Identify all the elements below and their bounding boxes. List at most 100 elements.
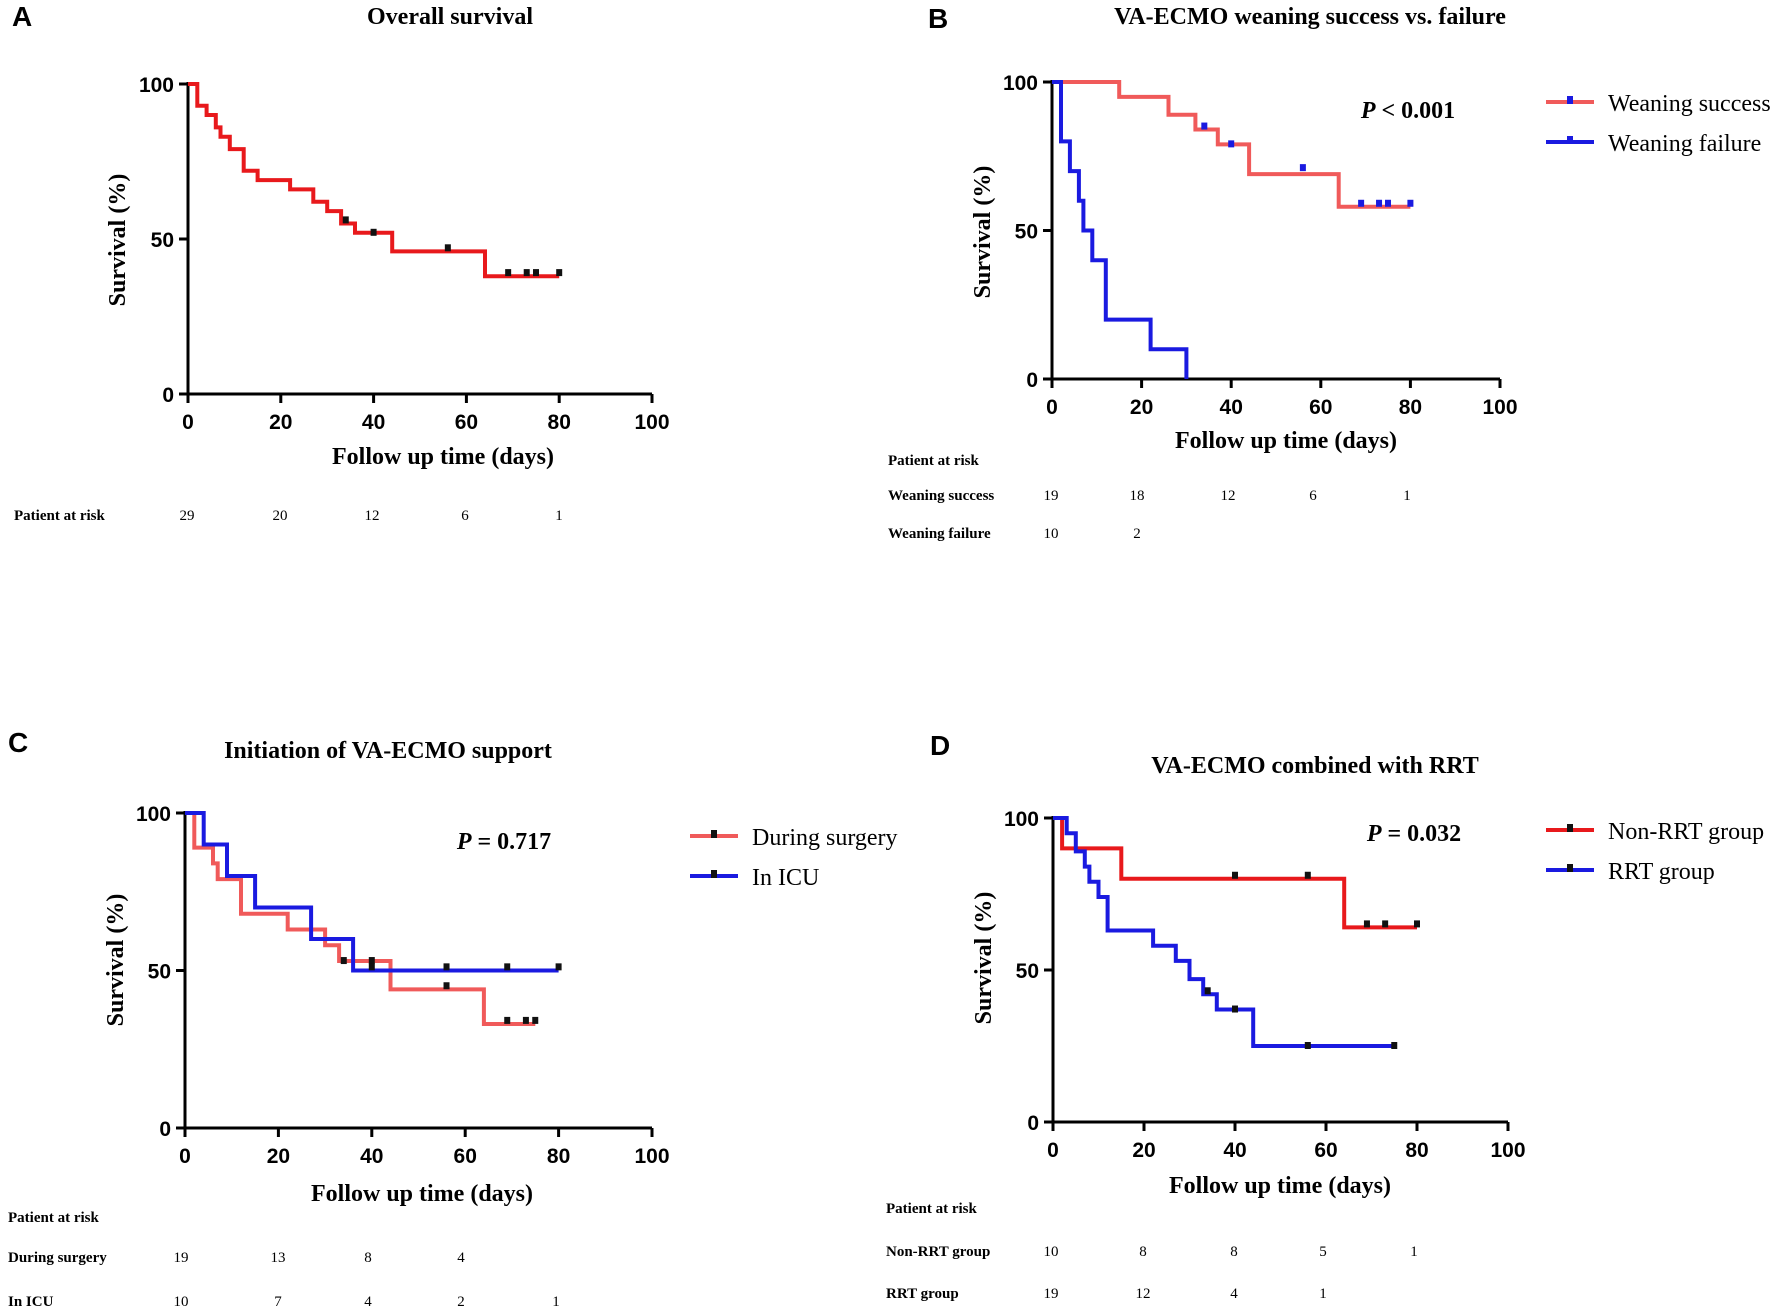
x-tick-label: 80 [547, 1145, 570, 1168]
survival-curve-1 [185, 811, 536, 1026]
legend-label: In ICU [752, 865, 819, 891]
risk-count: 4 [364, 1294, 372, 1310]
panel-letter: D [930, 730, 950, 761]
p-value-number: = 0.717 [471, 829, 551, 855]
censor-mark [1382, 920, 1389, 928]
risk-count: 20 [273, 508, 288, 524]
x-tick-label: 60 [455, 411, 478, 434]
legend-label: Weaning failure [1608, 131, 1761, 157]
survival-curve-1 [188, 82, 560, 279]
y-tick-label: 50 [151, 229, 174, 252]
legend-censor-mark [711, 870, 717, 878]
legend-label: RRT group [1608, 859, 1715, 885]
censor-mark [505, 269, 512, 277]
censor-mark [556, 269, 563, 277]
censor-mark [368, 963, 375, 971]
x-tick-label: 80 [548, 411, 571, 434]
x-tick-label: 60 [454, 1145, 477, 1168]
risk-count: 19 [1044, 488, 1059, 504]
survival-curve-2 [1052, 80, 1189, 379]
x-tick-label: 60 [1309, 396, 1332, 419]
risk-count: 18 [1130, 488, 1145, 504]
censor-mark [342, 216, 349, 224]
risk-row-label: During surgery [8, 1250, 107, 1266]
panel-d: D VA-ECMO combined with RRT 0 20 40 60 80 100 0 5… [886, 730, 1764, 1302]
y-tick-label: 0 [1026, 369, 1038, 392]
chart-title: Overall survival [367, 4, 533, 30]
censor-mark [532, 1016, 539, 1024]
risk-table-header: Patient at risk [888, 453, 979, 469]
y-axis-label: Survival (%) [970, 166, 996, 299]
panel-a: A Overall survival 0 20 40 60 80 100 0 50 100 Follo… [12, 1, 670, 524]
risk-count: 1 [552, 1294, 560, 1310]
censor-mark [504, 963, 511, 971]
censor-mark [1228, 140, 1235, 148]
legend-censor-mark [1567, 96, 1573, 104]
p-value-symbol: P [456, 829, 472, 855]
censor-mark [1376, 199, 1383, 207]
y-tick-label: 50 [148, 961, 171, 984]
survival-curve-2 [1053, 816, 1395, 1048]
censor-mark [1407, 199, 1414, 207]
y-tick-label: 100 [136, 803, 171, 826]
x-tick-label: 40 [1220, 396, 1243, 419]
risk-count: 6 [461, 508, 469, 524]
panel-letter: C [8, 727, 28, 758]
x-tick-label: 0 [179, 1145, 191, 1168]
risk-count: 8 [1230, 1244, 1238, 1260]
risk-table-header: Patient at risk [886, 1201, 977, 1217]
censor-mark [443, 963, 450, 971]
censor-mark [1414, 920, 1420, 928]
legend-label: Weaning success [1608, 91, 1771, 117]
p-value: P = 0.717 [456, 829, 551, 855]
risk-row-label: Weaning failure [888, 526, 991, 542]
censor-mark [1232, 1005, 1238, 1013]
y-axis-label: Survival (%) [103, 894, 129, 1027]
x-tick-label: 40 [360, 1145, 383, 1168]
censor-mark [368, 957, 375, 965]
x-tick-label: 20 [1132, 1139, 1155, 1162]
censor-mark [1363, 920, 1370, 928]
p-value-symbol: P [1360, 98, 1376, 124]
risk-count: 10 [174, 1294, 189, 1310]
censor-mark [370, 228, 377, 236]
y-tick-label: 50 [1015, 221, 1038, 244]
p-value-number: = 0.032 [1381, 821, 1461, 847]
y-tick-label: 100 [1004, 808, 1039, 831]
censor-mark [1204, 987, 1211, 995]
risk-count: 10 [1044, 526, 1059, 542]
chart-title: VA-ECMO weaning success vs. failure [1114, 4, 1506, 30]
x-axis-label: Follow up time (days) [1175, 428, 1397, 454]
risk-count: 10 [1044, 1244, 1059, 1260]
risk-count: 7 [274, 1294, 282, 1310]
risk-row-label: Patient at risk [14, 508, 105, 524]
x-tick-label: 60 [1314, 1139, 1337, 1162]
risk-count: 2 [1133, 526, 1141, 542]
censor-mark [1304, 1042, 1311, 1049]
chart-title: Initiation of VA-ECMO support [224, 738, 552, 764]
legend-censor-mark [711, 830, 717, 838]
censor-mark [555, 963, 562, 971]
legend-censor-mark [1567, 864, 1573, 872]
survival-curve-2 [185, 811, 559, 973]
legend-label: Non-RRT group [1608, 819, 1764, 845]
censor-mark [1358, 199, 1365, 207]
p-value-symbol: P [1366, 821, 1382, 847]
x-tick-label: 20 [1130, 396, 1153, 419]
risk-count: 5 [1319, 1244, 1327, 1260]
censor-mark [523, 269, 530, 277]
risk-row-label: Weaning success [888, 488, 994, 504]
panel-letter: A [12, 1, 32, 32]
risk-row-label: Non-RRT group [886, 1244, 990, 1260]
censor-mark [1304, 871, 1311, 879]
risk-count: 29 [180, 508, 195, 524]
y-tick-label: 0 [1027, 1112, 1039, 1135]
x-tick-label: 80 [1405, 1139, 1428, 1162]
risk-row-label: RRT group [886, 1286, 959, 1302]
risk-count: 1 [555, 508, 563, 524]
chart-title: VA-ECMO combined with RRT [1151, 753, 1478, 779]
risk-count: 19 [174, 1250, 189, 1266]
risk-count: 6 [1309, 488, 1317, 504]
risk-count: 19 [1044, 1286, 1059, 1302]
